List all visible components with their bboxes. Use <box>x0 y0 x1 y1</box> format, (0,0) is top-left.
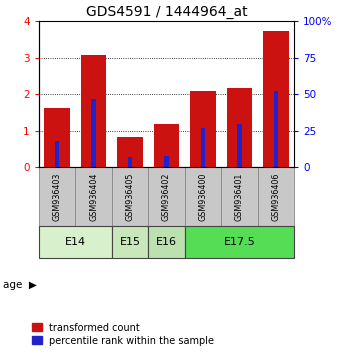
Bar <box>81 55 106 167</box>
Text: GSM936401: GSM936401 <box>235 172 244 221</box>
Bar <box>55 141 59 167</box>
Bar <box>112 226 148 258</box>
Bar <box>226 88 252 167</box>
Text: GSM936400: GSM936400 <box>198 172 208 221</box>
Bar <box>185 167 221 226</box>
Text: E14: E14 <box>65 237 86 247</box>
Text: GSM936405: GSM936405 <box>125 172 135 221</box>
Text: age  ▶: age ▶ <box>3 280 37 290</box>
Text: E15: E15 <box>120 237 141 247</box>
Bar <box>148 226 185 258</box>
Bar <box>91 99 96 167</box>
Bar <box>221 167 258 226</box>
Text: GSM936406: GSM936406 <box>271 172 280 221</box>
Bar <box>201 128 205 167</box>
Text: GSM936403: GSM936403 <box>53 172 62 221</box>
Bar <box>263 32 289 167</box>
Bar <box>164 156 169 167</box>
Bar <box>39 167 75 226</box>
Bar <box>237 124 242 167</box>
Bar <box>44 108 70 167</box>
Text: GSM936402: GSM936402 <box>162 172 171 221</box>
Bar <box>148 167 185 226</box>
Legend: transformed count, percentile rank within the sample: transformed count, percentile rank withi… <box>32 323 214 346</box>
Bar <box>190 91 216 167</box>
Bar <box>258 167 294 226</box>
Text: E16: E16 <box>156 237 177 247</box>
Bar <box>117 137 143 167</box>
Bar <box>154 124 179 167</box>
Bar <box>274 91 278 167</box>
Bar <box>75 167 112 226</box>
Title: GDS4591 / 1444964_at: GDS4591 / 1444964_at <box>86 5 247 19</box>
Text: GSM936404: GSM936404 <box>89 172 98 221</box>
Text: E17.5: E17.5 <box>223 237 255 247</box>
Bar <box>39 226 112 258</box>
Bar <box>128 157 132 167</box>
Bar <box>185 226 294 258</box>
Bar <box>112 167 148 226</box>
